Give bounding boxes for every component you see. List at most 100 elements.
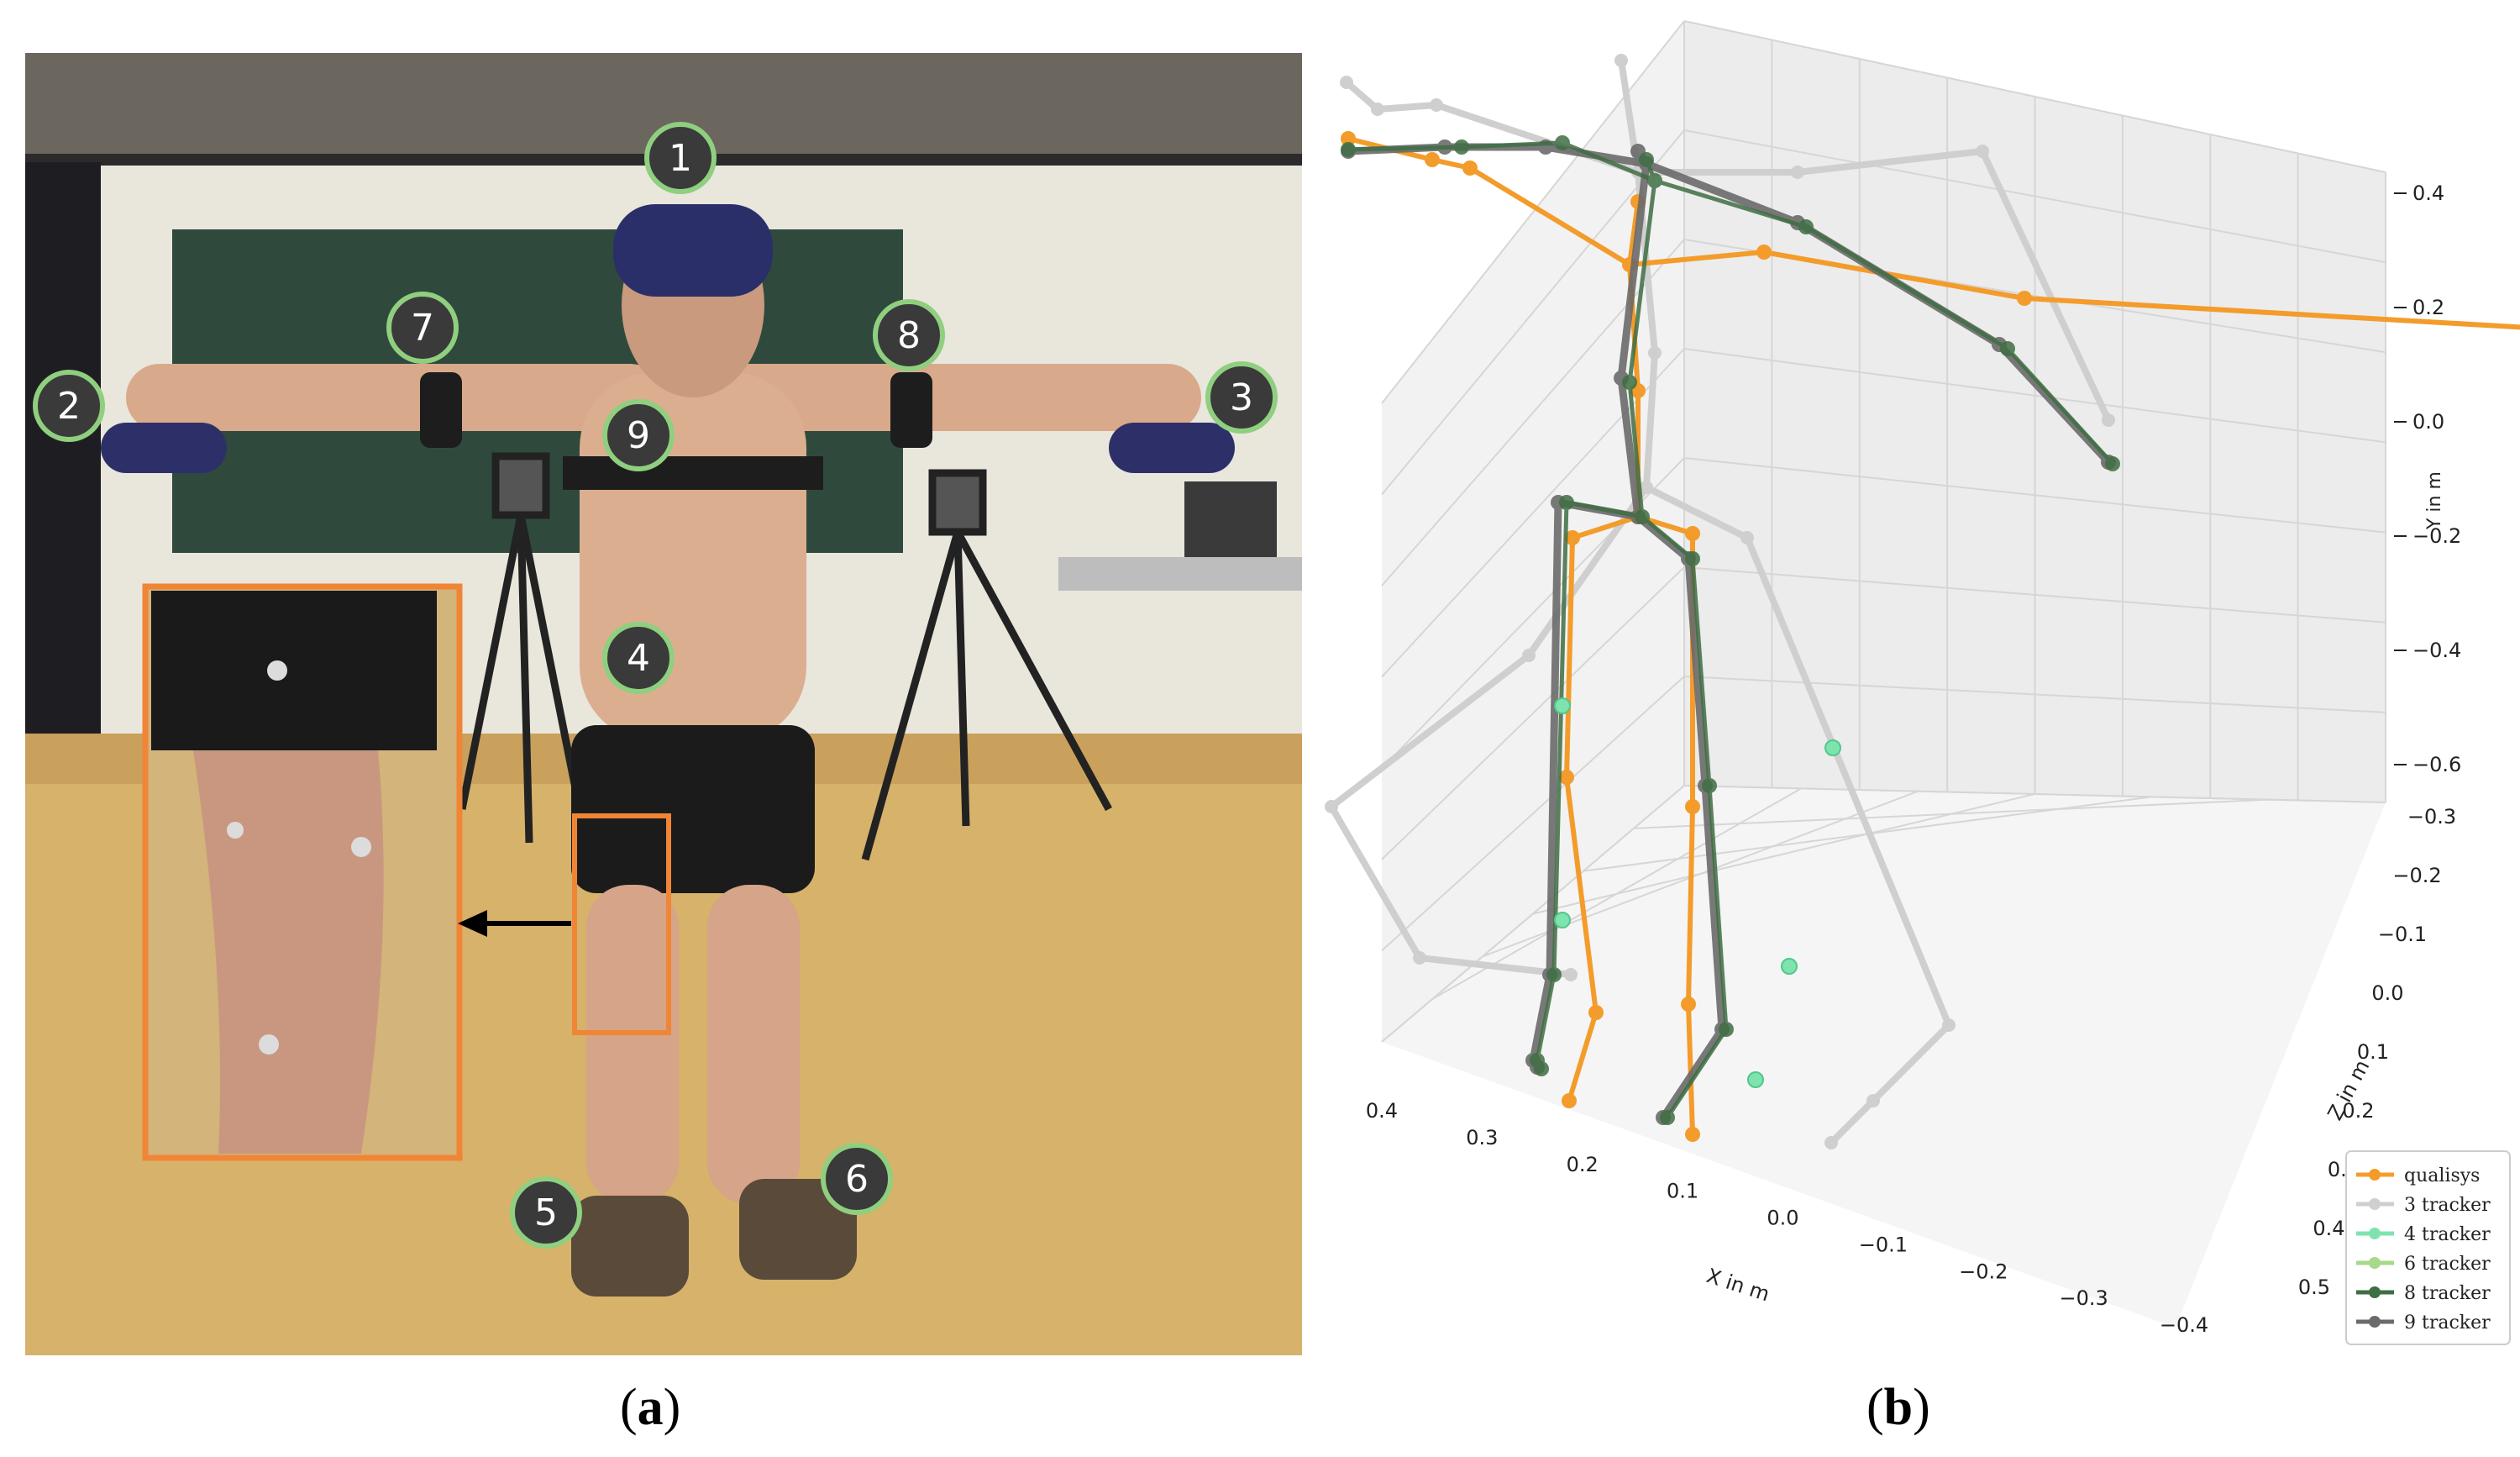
- skeleton-3d-plot: 0.4 0.3 0.2 0.1 0.0 −0.1 −0.2 −0.3 −0.4 −0.3 −0.2…: [1325, 20, 2520, 1345]
- legend-label: 3 tracker: [2404, 1195, 2491, 1216]
- joint-rhp: [1685, 526, 1700, 541]
- tracker-marker-label: 3: [1230, 376, 1253, 419]
- joint-rhp: [1685, 551, 1700, 566]
- z-tick-label: 0.4: [2313, 1217, 2344, 1240]
- tracker-markers: 1 2 3 4 5 6 7 8 9: [33, 122, 1278, 1249]
- joint-ls: [1430, 98, 1443, 112]
- legend-item-3-tracker: 3 tracker: [2356, 1195, 2491, 1216]
- zoom-box: [572, 813, 671, 1035]
- joint-rs: [1798, 219, 1814, 234]
- tracker-marker-5: 5: [510, 1176, 582, 1249]
- tracker-marker-2: 2: [33, 370, 105, 442]
- joint-le: [1454, 139, 1469, 155]
- monitor: [1184, 481, 1277, 557]
- legend-item-8-tracker: 8 tracker: [2356, 1283, 2491, 1304]
- joint-ls: [1555, 135, 1570, 150]
- joint-la: [1413, 951, 1426, 965]
- joint-ls: [1462, 160, 1478, 176]
- x-tick-label: −0.2: [1959, 1260, 2008, 1283]
- joint-rf: [1685, 1127, 1700, 1142]
- x-tick-label: −0.1: [1859, 1233, 1908, 1256]
- joint-hd: [1614, 54, 1628, 67]
- z-tick-label: 0.5: [2298, 1276, 2330, 1299]
- tracker-marker-6: 6: [821, 1143, 893, 1215]
- y-tick-label: 0.0: [2412, 410, 2444, 434]
- joint-lk: [1546, 967, 1562, 982]
- plot-panes: [1382, 21, 2386, 1328]
- legend-item-4-tracker: 4 tracker: [2356, 1224, 2491, 1245]
- joint-lf: [1564, 968, 1578, 981]
- joint-lhp: [1522, 649, 1536, 662]
- x-tick-label: 0.4: [1366, 1099, 1398, 1123]
- joint-le: [1371, 103, 1384, 116]
- tracker-marker-label: 5: [534, 1191, 558, 1234]
- joint-lh: [1340, 76, 1353, 89]
- legend-item-qualisys: qualisys: [2356, 1165, 2480, 1186]
- z-tick-label: −0.1: [2378, 923, 2427, 946]
- tripod-left: [458, 452, 584, 844]
- y-tick-label: −0.2: [2412, 524, 2461, 548]
- y-axis-label: Y in m: [2424, 471, 2445, 530]
- joint-rk: [1702, 778, 1717, 793]
- legend-item-9-tracker: 9 tracker: [2356, 1312, 2491, 1333]
- joint-lh: [1341, 131, 1356, 146]
- joint-re: [1976, 145, 1989, 158]
- joint-sp: [1622, 375, 1637, 390]
- joint-rk: [1685, 799, 1700, 814]
- joint-rh: [2102, 413, 2115, 427]
- legend: qualisys 3 tracker 4 tracker 6 tracker 8 tra…: [2345, 1150, 2511, 1345]
- joint-re: [2000, 341, 2015, 356]
- z-tick-label: 0.1: [2357, 1040, 2389, 1064]
- y-tick-label: 0.4: [2412, 181, 2444, 205]
- zoom-arrow: [458, 910, 571, 937]
- legend-label: 8 tracker: [2404, 1283, 2491, 1304]
- joint-ra: [1681, 997, 1696, 1012]
- joint-ra: [1719, 1022, 1734, 1037]
- y-tick-label: 0.2: [2412, 296, 2444, 319]
- legend-label: qualisys: [2404, 1165, 2480, 1186]
- joint-la: [1588, 1005, 1604, 1020]
- tripod-right: [861, 469, 1112, 861]
- x-ticks: 0.4 0.3 0.2 0.1 0.0 −0.1 −0.2 −0.3 −0.4: [1366, 1099, 2208, 1337]
- x-tick-label: 0.0: [1767, 1207, 1798, 1230]
- z-tick-label: 0.0: [2371, 981, 2403, 1005]
- joint-rf: [1660, 1110, 1675, 1125]
- tracker-marker-label: 7: [411, 307, 434, 350]
- tracker-marker-label: 6: [845, 1158, 869, 1201]
- y-tick-label: −0.6: [2412, 753, 2461, 776]
- z-tick-label: 0.2: [2342, 1099, 2374, 1123]
- legend-label: 9 tracker: [2404, 1312, 2491, 1333]
- z-tick-label: −0.2: [2392, 864, 2441, 887]
- x-tick-label: −0.3: [2059, 1286, 2108, 1310]
- desk: [1058, 557, 1302, 591]
- person: [101, 204, 1235, 1297]
- tracker-marker-label: 4: [627, 637, 650, 680]
- legend-label: 6 tracker: [2404, 1254, 2491, 1275]
- z-tick-label: −0.3: [2407, 805, 2456, 828]
- skeleton-4-tracker: [1554, 697, 1841, 1088]
- joint-lk: [1559, 770, 1574, 785]
- x-tick-label: −0.4: [2160, 1313, 2208, 1337]
- joint-rs: [1791, 166, 1804, 179]
- joint-lhp: [1565, 530, 1580, 545]
- caption-a-letter: a: [637, 1379, 664, 1436]
- joint-pv: [1640, 481, 1653, 494]
- joint-pv: [1635, 509, 1650, 524]
- joint-ra: [1866, 1094, 1880, 1107]
- joint-sp: [1648, 346, 1662, 360]
- joint-rk: [1942, 1018, 1956, 1032]
- tracker-marker-label: 2: [57, 385, 81, 428]
- caption-b-letter: b: [1883, 1379, 1914, 1436]
- tracker-marker-8: 8: [873, 299, 945, 371]
- joint-rh: [2105, 456, 2120, 471]
- joint-hd: [1639, 152, 1654, 167]
- skeleton-8-tracker: [1341, 135, 2120, 1125]
- x-axis-label: X in m: [1704, 1264, 1772, 1306]
- joint-le: [1425, 152, 1440, 167]
- skeletons: [1325, 54, 2520, 1149]
- joint-lh: [1341, 142, 1356, 157]
- photo-panel: 1 2 3 4 5 6 7 8 9: [25, 53, 1302, 1355]
- joint-lk: [1325, 800, 1338, 813]
- legend-item-6-tracker: 6 tracker: [2356, 1254, 2491, 1275]
- tracker-marker-4: 4: [602, 622, 675, 694]
